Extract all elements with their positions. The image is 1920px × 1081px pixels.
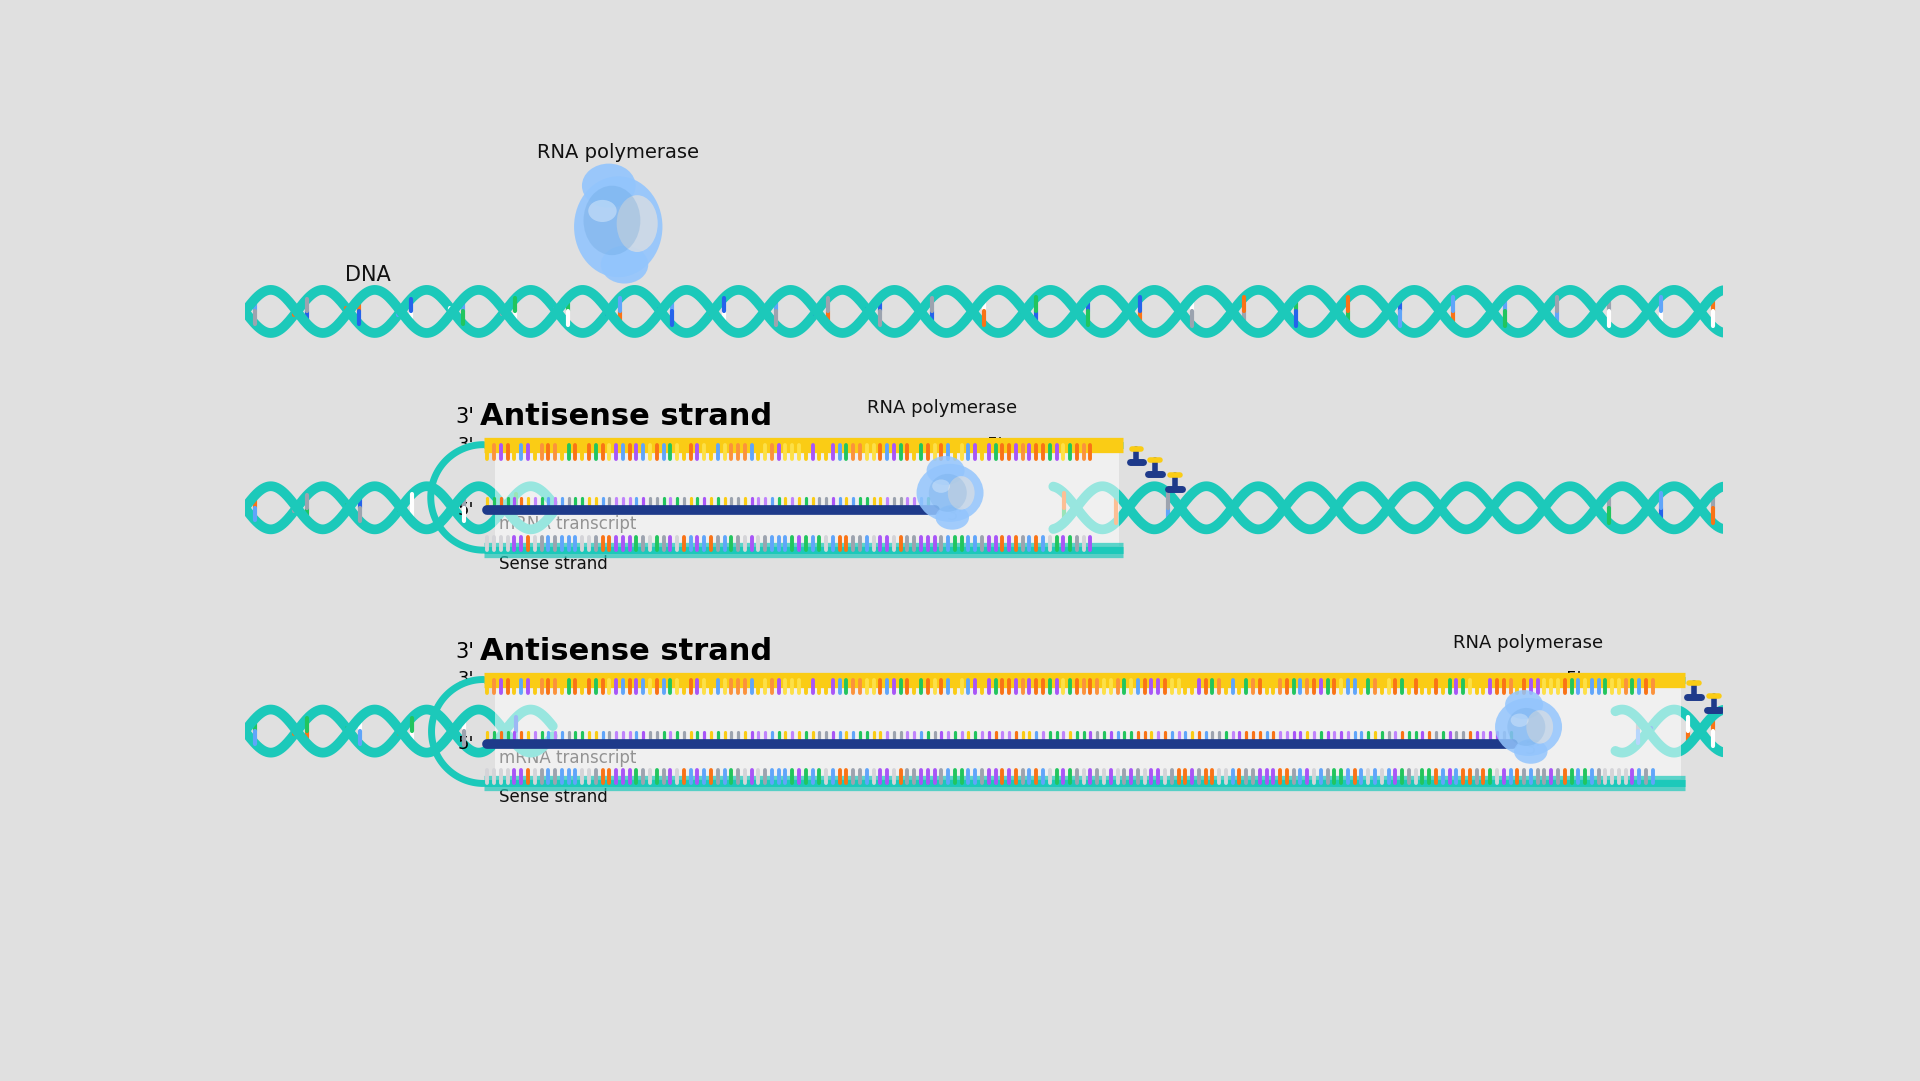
Ellipse shape	[588, 200, 616, 222]
Text: 3': 3'	[457, 670, 474, 689]
Text: 3': 3'	[455, 642, 474, 662]
Ellipse shape	[933, 480, 950, 493]
Text: RNA polymerase: RNA polymerase	[1453, 633, 1603, 652]
Text: RNA polymerase: RNA polymerase	[538, 143, 699, 161]
Text: Sense strand: Sense strand	[499, 555, 607, 573]
Text: Sense strand: Sense strand	[499, 788, 607, 806]
Ellipse shape	[584, 186, 641, 255]
Ellipse shape	[582, 163, 636, 208]
Ellipse shape	[616, 196, 659, 252]
Text: mRNA transcript: mRNA transcript	[499, 515, 636, 533]
Text: DNA: DNA	[346, 265, 390, 285]
Text: 5': 5'	[457, 735, 474, 753]
Ellipse shape	[929, 473, 968, 511]
Text: Antisense strand: Antisense strand	[480, 402, 772, 431]
Ellipse shape	[574, 176, 662, 277]
Ellipse shape	[1515, 739, 1548, 764]
Ellipse shape	[1511, 713, 1528, 726]
Ellipse shape	[927, 456, 964, 485]
Ellipse shape	[1526, 710, 1553, 744]
Text: 3': 3'	[457, 436, 474, 454]
Text: RNA polymerase: RNA polymerase	[868, 399, 1018, 416]
Text: 3': 3'	[1524, 739, 1542, 758]
Ellipse shape	[1507, 708, 1546, 746]
Ellipse shape	[1496, 698, 1563, 756]
FancyBboxPatch shape	[495, 684, 1680, 778]
Ellipse shape	[948, 476, 975, 509]
Text: Antisense strand: Antisense strand	[480, 638, 772, 666]
Text: 5': 5'	[987, 436, 1004, 454]
Ellipse shape	[916, 464, 983, 522]
Ellipse shape	[1505, 690, 1544, 719]
Text: mRNA transcript: mRNA transcript	[499, 749, 636, 766]
Text: 5': 5'	[1565, 670, 1582, 689]
Ellipse shape	[601, 245, 649, 283]
Text: 3': 3'	[455, 406, 474, 427]
FancyBboxPatch shape	[495, 450, 1119, 546]
Text: 5': 5'	[457, 502, 474, 519]
Text: 3': 3'	[947, 506, 962, 523]
Ellipse shape	[935, 505, 970, 530]
